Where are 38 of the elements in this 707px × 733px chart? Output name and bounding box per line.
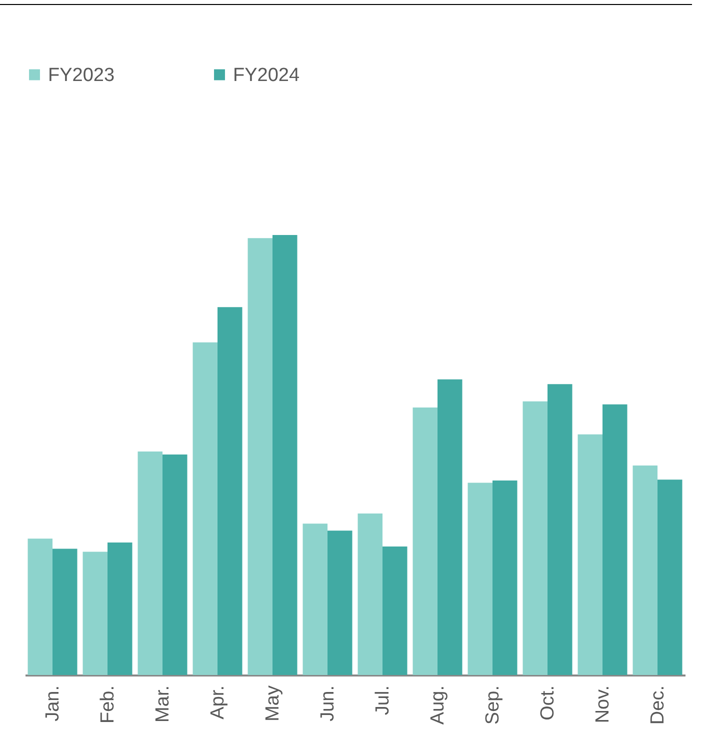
bar xyxy=(328,530,352,675)
bar xyxy=(28,538,52,675)
x-tick-label: Jul. xyxy=(372,686,394,716)
bar xyxy=(248,238,272,675)
bar xyxy=(358,514,382,675)
x-tick-label: Oct. xyxy=(538,686,558,720)
x-tick-label: Sep. xyxy=(482,686,504,725)
bar xyxy=(578,434,602,675)
bar xyxy=(382,546,408,675)
x-tick-label: Jun. xyxy=(318,686,338,722)
bar xyxy=(522,401,548,675)
legend-label: FY2023 xyxy=(48,64,115,86)
bar xyxy=(82,552,108,675)
bar xyxy=(632,466,658,675)
bar xyxy=(468,482,492,675)
bar xyxy=(272,235,298,675)
bar xyxy=(602,404,628,675)
bar xyxy=(192,342,218,675)
x-tick-label: Nov. xyxy=(592,686,614,724)
bar xyxy=(302,524,328,675)
bar xyxy=(548,384,572,675)
x-tick-label: May xyxy=(262,685,284,722)
bar xyxy=(108,542,132,675)
bar xyxy=(138,451,162,675)
x-tick-label: Dec. xyxy=(648,686,668,725)
bar xyxy=(218,307,242,675)
x-tick-label: Feb. xyxy=(98,686,118,724)
x-tick-label: Apr. xyxy=(208,686,228,720)
bar xyxy=(412,407,438,675)
x-tick-label: Aug. xyxy=(428,686,448,725)
bar xyxy=(492,480,518,675)
bar xyxy=(162,454,188,675)
x-tick-label: Mar. xyxy=(152,686,174,722)
bar xyxy=(438,379,462,675)
x-tick-label: Jan. xyxy=(42,686,64,722)
bar xyxy=(52,548,78,675)
legend-label: FY2024 xyxy=(233,64,300,86)
bar xyxy=(658,480,682,675)
